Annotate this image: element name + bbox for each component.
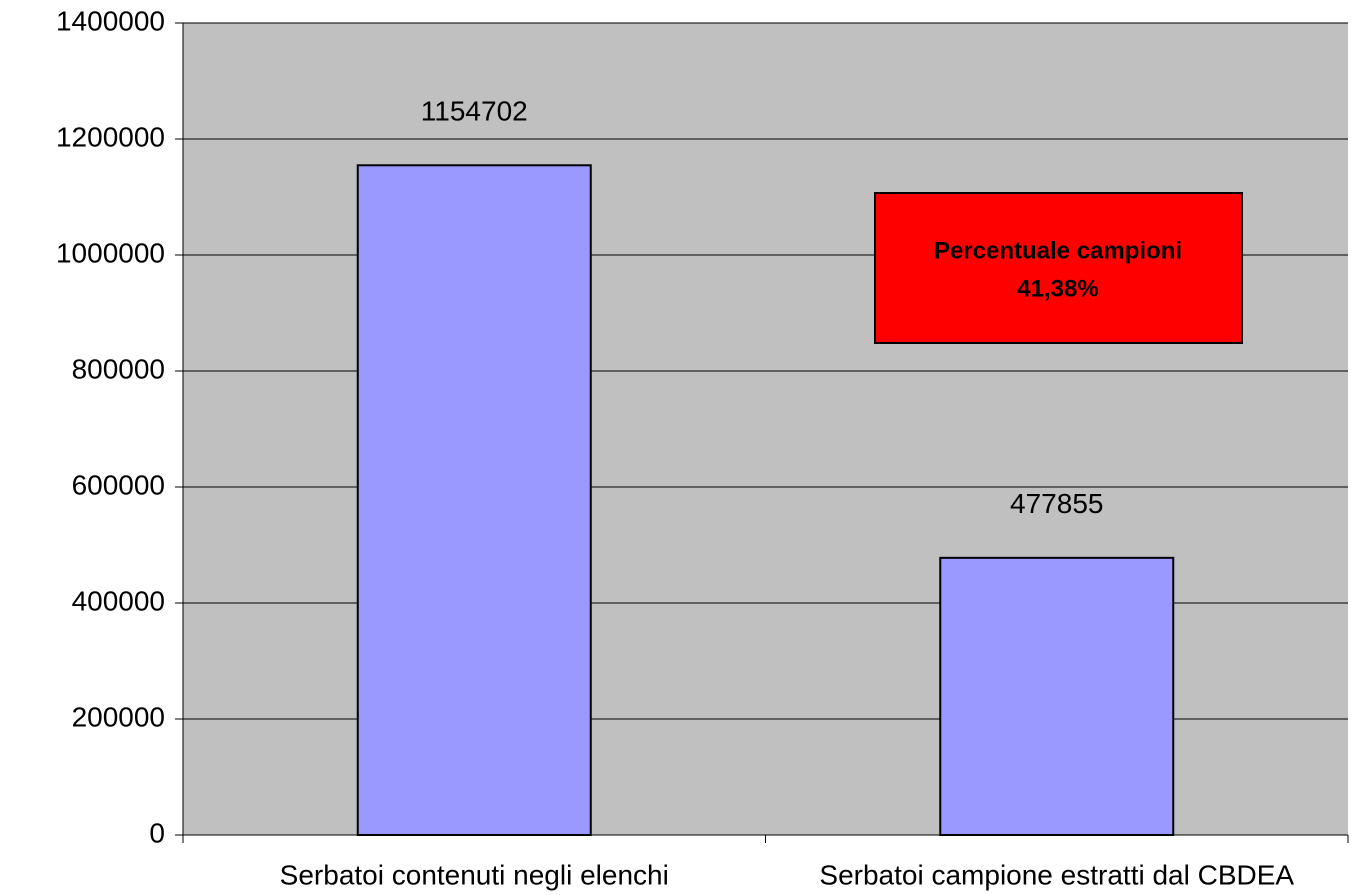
x-tick-label: Serbatoi campione estratti dal CBDEA (819, 859, 1294, 890)
annotation-text: Percentuale campioni (934, 237, 1182, 264)
x-tick-label: Serbatoi contenuti negli elenchi (280, 859, 669, 890)
value-label: 1154702 (421, 96, 528, 127)
annotation-box (874, 192, 1243, 344)
y-tick-label: 400000 (72, 585, 165, 616)
y-tick-label: 1000000 (56, 237, 165, 268)
bar (939, 556, 1175, 837)
bar (356, 164, 592, 837)
y-tick-label: 200000 (72, 701, 165, 732)
y-tick-label: 800000 (72, 353, 165, 384)
value-label: 477855 (1010, 488, 1103, 519)
y-tick-label: 1400000 (56, 5, 165, 36)
y-tick-label: 0 (149, 817, 165, 848)
y-tick-label: 1200000 (56, 121, 165, 152)
annotation-text: 41,38% (1017, 275, 1098, 302)
y-tick-label: 600000 (72, 469, 165, 500)
